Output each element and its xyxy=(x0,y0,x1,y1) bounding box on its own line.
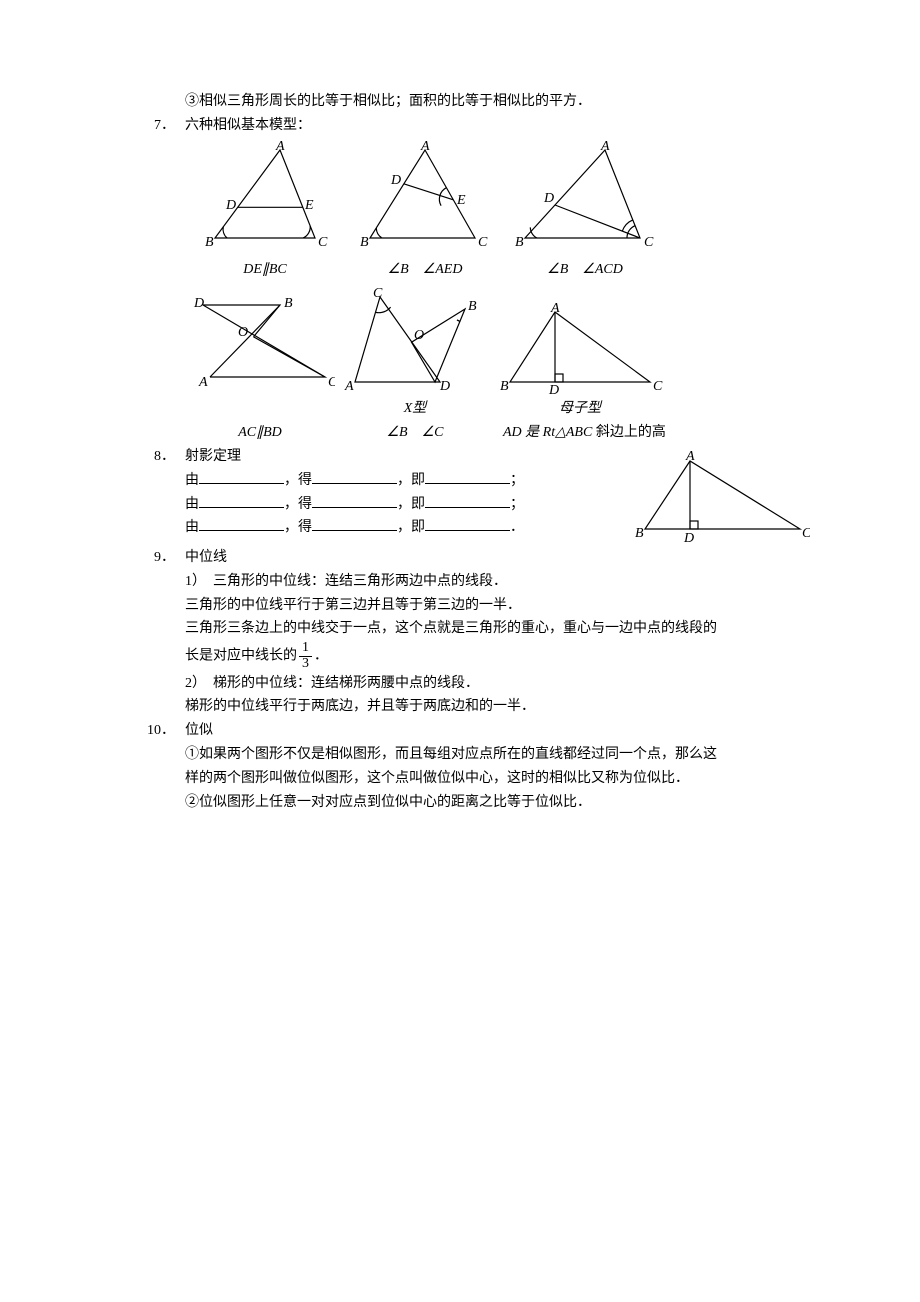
item8-num: 8． xyxy=(154,449,175,464)
svg-text:B: B xyxy=(500,379,509,394)
fig-de-parallel-bc: A D E B C xyxy=(185,138,345,258)
item10-p3: ②位似图形上任意一对对应点到位似中心的距离之比等于位似比． xyxy=(185,795,591,810)
item8-title: 射影定理 xyxy=(185,449,241,464)
svg-text:D: D xyxy=(439,379,450,394)
svg-text:O: O xyxy=(414,328,424,343)
svg-text:A: A xyxy=(600,139,610,154)
svg-text:D: D xyxy=(225,198,236,213)
svg-text:B: B xyxy=(284,296,293,311)
item9-p5: 2） 梯形的中位线：连结梯形两腰中点的线段． xyxy=(185,676,479,691)
blank xyxy=(312,493,397,508)
svg-text:C: C xyxy=(802,526,810,541)
svg-text:E: E xyxy=(304,198,314,213)
svg-text:C: C xyxy=(653,379,663,394)
blank xyxy=(425,516,510,531)
svg-text:B: B xyxy=(468,299,477,314)
svg-text:B: B xyxy=(205,235,214,250)
intro-text: ③相似三角形周长的比等于相似比；面积的比等于相似比的平方． xyxy=(185,94,591,109)
cap-r2t-3: 母子型 xyxy=(559,401,601,416)
svg-text:C: C xyxy=(644,235,654,250)
cap-r2t-2: X型 xyxy=(404,401,427,416)
blank xyxy=(199,469,284,484)
item10-num: 10． xyxy=(147,723,175,738)
cap-r2b-3a: AD 是 Rt△ xyxy=(503,425,566,440)
svg-text:A: A xyxy=(344,379,354,394)
fig-ac-parallel-bd: D B O A C xyxy=(185,287,335,397)
fig-mother-child: A B D C xyxy=(495,302,665,397)
cap-r1-2: ∠B ∠AED xyxy=(388,262,463,277)
svg-text:D: D xyxy=(548,383,559,397)
item8-line1: 由，得，即； xyxy=(185,469,625,493)
item7-num: 7． xyxy=(154,118,175,133)
svg-text:C: C xyxy=(373,287,383,301)
svg-text:A: A xyxy=(275,139,285,154)
svg-text:C: C xyxy=(318,235,328,250)
svg-text:B: B xyxy=(360,235,369,250)
svg-text:B: B xyxy=(515,235,524,250)
item9-p4b: ． xyxy=(314,649,328,664)
cap-r2b-1: AC∥BD xyxy=(238,425,282,440)
item9-p1: 1） 三角形的中位线：连结三角形两边中点的线段． xyxy=(185,574,507,589)
cap-r2b-2: ∠B ∠C xyxy=(387,425,444,440)
blank xyxy=(425,469,510,484)
blank xyxy=(425,493,510,508)
item10-p1: ①如果两个图形不仅是相似图形，而且每组对应点所在的直线都经过同一个点，那么这 xyxy=(185,747,717,762)
cap-r2b-3b: ABC xyxy=(566,425,592,440)
item8-line3: 由，得，即． xyxy=(185,516,625,540)
svg-text:D: D xyxy=(543,191,554,206)
item9-p6: 梯形的中位线平行于两底边，并且等于两底边和的一半． xyxy=(185,699,535,714)
fig-projection-rt: A B D C xyxy=(635,451,810,546)
svg-text:E: E xyxy=(456,193,466,208)
item9-num: 9． xyxy=(154,550,175,565)
item7-title: 六种相似基本模型： xyxy=(185,118,311,133)
item8-line2: 由，得，即； xyxy=(185,493,625,517)
svg-text:D: D xyxy=(193,296,204,311)
item9-p3: 三角形三条边上的中线交于一点，这个点就是三角形的重心，重心与一边中点的线段的 xyxy=(185,621,717,636)
cap-r1-1: DE∥BC xyxy=(243,262,287,277)
blank xyxy=(312,469,397,484)
svg-text:A: A xyxy=(685,451,695,464)
item9-p4a: 长是对应中线长的 xyxy=(185,649,297,664)
item9-title: 中位线 xyxy=(185,550,227,565)
svg-text:O: O xyxy=(238,325,248,340)
blank xyxy=(199,493,284,508)
svg-text:C: C xyxy=(328,375,335,390)
fig-angle-b-aed: A D E B C xyxy=(345,138,505,258)
cap-r2b-3c: 斜边上的高 xyxy=(592,425,666,440)
svg-text:D: D xyxy=(683,531,694,546)
svg-text:A: A xyxy=(550,302,560,316)
item9-p2: 三角形的中位线平行于第三边并且等于第三边的一半． xyxy=(185,598,521,613)
svg-text:C: C xyxy=(478,235,488,250)
blank xyxy=(199,516,284,531)
fig-x-type: C B O A D xyxy=(335,287,495,397)
blank xyxy=(312,516,397,531)
svg-text:A: A xyxy=(420,139,430,154)
fraction-1-3: 13 xyxy=(299,641,312,671)
svg-text:D: D xyxy=(390,173,401,188)
cap-r1-3: ∠B ∠ACD xyxy=(547,262,623,277)
item10-title: 位似 xyxy=(185,723,213,738)
item10-p2: 样的两个图形叫做位似图形，这个点叫做位似中心，这时的相似比又称为位似比． xyxy=(185,771,689,786)
fig-angle-b-acd: A D B C xyxy=(505,138,665,258)
svg-text:A: A xyxy=(198,375,208,390)
svg-text:B: B xyxy=(635,526,644,541)
